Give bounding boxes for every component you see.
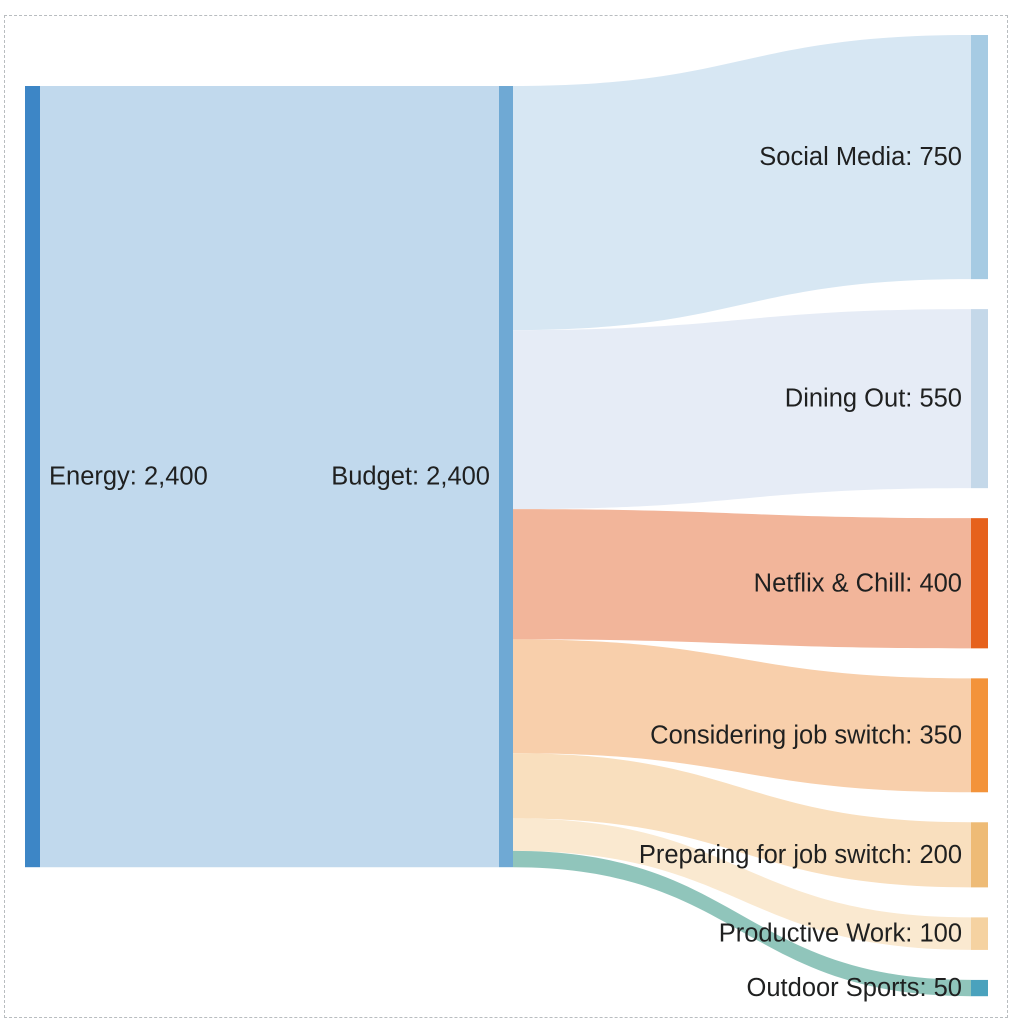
node-netflix	[971, 518, 988, 649]
node-label-budget: Budget: 2,400	[331, 463, 490, 491]
link-budget-considering	[513, 639, 971, 793]
node-label-outdoor: Outdoor Sports: 50	[747, 974, 962, 1002]
node-budget	[499, 86, 513, 868]
node-energy	[25, 86, 40, 868]
node-label-considering: Considering job switch: 350	[650, 721, 962, 749]
node-label-dining: Dining Out: 550	[785, 385, 962, 413]
node-label-netflix: Netflix & Chill: 400	[754, 569, 962, 597]
node-dining	[971, 309, 988, 489]
link-budget-dining	[513, 309, 971, 510]
node-preparing	[971, 822, 988, 888]
link-budget-outdoor	[513, 850, 971, 997]
link-budget-preparing	[513, 753, 971, 888]
node-outdoor	[971, 979, 988, 997]
node-considering	[971, 678, 988, 793]
link-budget-netflix	[513, 509, 971, 649]
link-budget-productive	[513, 818, 971, 950]
node-label-preparing: Preparing for job switch: 200	[639, 841, 962, 869]
link-energy-budget	[40, 86, 499, 868]
node-label-energy: Energy: 2,400	[49, 463, 208, 491]
node-label-social: Social Media: 750	[759, 143, 962, 171]
node-label-productive: Productive Work: 100	[719, 920, 962, 948]
link-budget-social	[513, 35, 971, 331]
node-social	[971, 35, 988, 280]
node-productive	[971, 917, 988, 950]
